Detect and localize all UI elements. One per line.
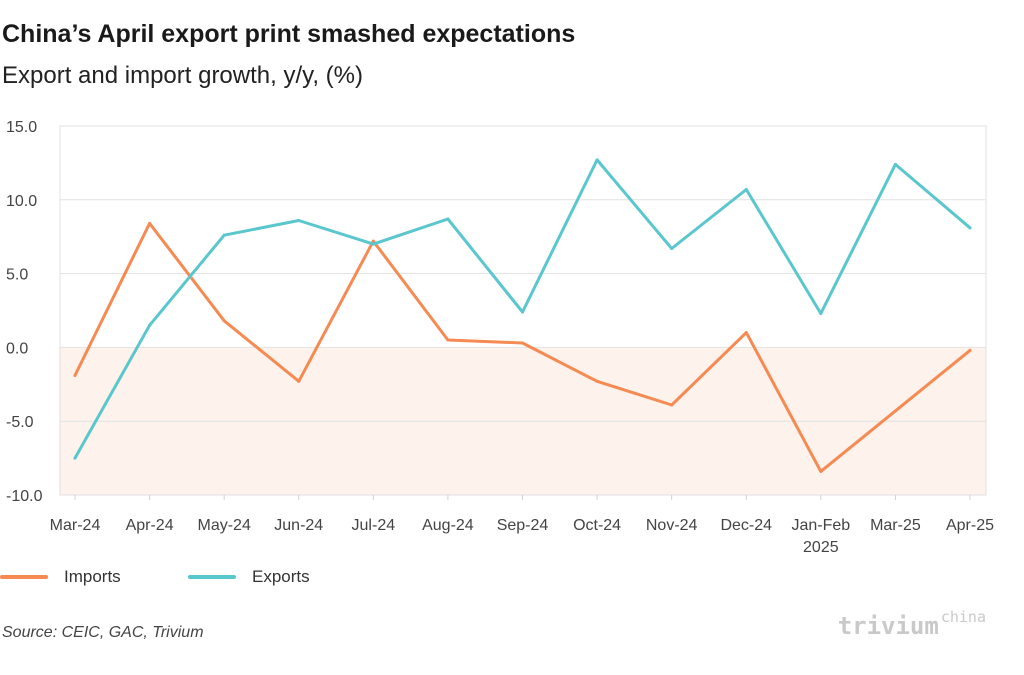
data-point-imports — [595, 379, 599, 383]
legend-swatch-imports — [0, 575, 48, 579]
x-tick-label: Nov-24 — [646, 517, 698, 534]
data-point-imports — [73, 373, 77, 377]
x-tick-label: Aug-24 — [422, 517, 474, 534]
x-tick-label: Apr-25 — [946, 517, 994, 534]
x-tick-label: Sep-24 — [497, 517, 549, 534]
data-point-imports — [670, 403, 674, 407]
y-axis: 15.0 10.0 5.0 0.0 -5.0 -10.0 — [6, 119, 43, 505]
x-tick-label: 2025 — [803, 539, 839, 556]
source-note: Source: CEIC, GAC, Trivium — [2, 624, 204, 641]
legend-label-exports: Exports — [252, 567, 310, 586]
data-point-imports — [222, 319, 226, 323]
x-tick-label: Jan-Feb — [791, 517, 850, 534]
x-tick-label: Jun-24 — [274, 517, 323, 534]
x-tick-label: Mar-25 — [870, 517, 921, 534]
data-point-exports — [222, 233, 226, 237]
data-point-exports — [297, 218, 301, 222]
data-point-exports — [521, 310, 524, 314]
data-point-imports — [968, 348, 972, 352]
data-point-imports — [521, 341, 524, 345]
data-point-exports — [670, 247, 674, 251]
data-point-exports — [371, 242, 375, 246]
data-point-imports — [297, 379, 301, 383]
x-tick-label: Apr-24 — [126, 517, 174, 534]
y-tick-label: 15.0 — [6, 119, 37, 136]
legend: Imports Exports — [0, 567, 420, 589]
data-point-exports — [893, 162, 897, 166]
y-tick-label: 5.0 — [6, 267, 28, 284]
y-tick-label: 10.0 — [6, 193, 37, 210]
y-tick-label: 0.0 — [6, 340, 28, 357]
series-lines — [73, 158, 972, 473]
y-tick-label: -10.0 — [6, 488, 43, 505]
legend-swatch-exports — [188, 575, 236, 579]
data-point-imports — [819, 469, 823, 473]
trivium-logo: trivium china — [837, 608, 986, 640]
x-axis: Mar-24 Apr-24 May-24 Jun-24 Jul-24 Aug-24 Sep-… — [50, 495, 994, 556]
x-tick-label: Mar-24 — [50, 517, 101, 534]
legend-label-imports: Imports — [64, 567, 121, 586]
x-tick-label: Dec-24 — [720, 517, 772, 534]
x-tick-label: Oct-24 — [573, 517, 621, 534]
x-tick-label: May-24 — [197, 517, 250, 534]
data-point-exports — [446, 217, 450, 221]
legend-item-exports: Exports — [188, 567, 310, 587]
x-tick-label: Jul-24 — [352, 517, 396, 534]
data-point-imports — [371, 239, 375, 243]
data-point-imports — [148, 221, 152, 225]
legend-item-imports: Imports — [0, 567, 121, 587]
data-point-exports — [819, 311, 823, 315]
chart-title: China’s April export print smashed expec… — [2, 20, 576, 48]
data-point-exports — [595, 158, 599, 162]
data-point-exports — [744, 187, 748, 191]
line-chart: 15.0 10.0 5.0 0.0 -5.0 -10.0 Mar-24 Apr-24 May-… — [6, 119, 994, 556]
y-tick-label: -5.0 — [6, 414, 34, 431]
data-point-imports — [893, 409, 897, 413]
data-point-exports — [968, 226, 972, 230]
data-point-exports — [148, 323, 152, 327]
chart-subtitle: Export and import growth, y/y, (%) — [2, 62, 364, 89]
data-point-imports — [744, 331, 748, 335]
data-point-imports — [446, 338, 450, 342]
data-point-exports — [73, 456, 77, 460]
